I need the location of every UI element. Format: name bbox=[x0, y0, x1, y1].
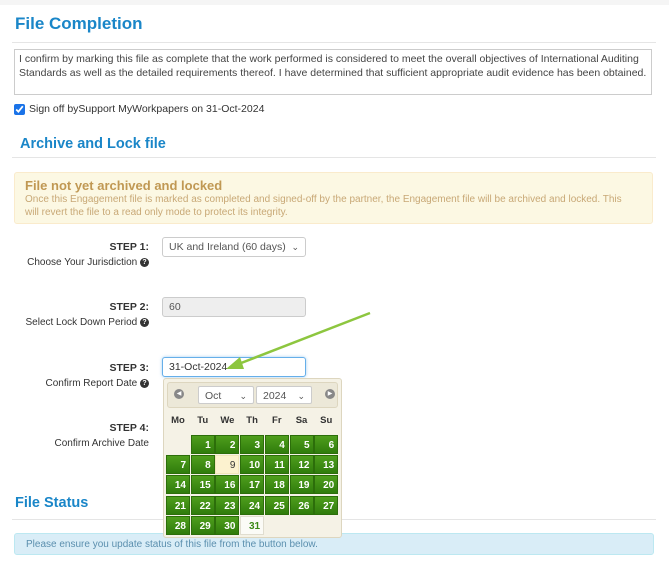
file-completion-title: File Completion bbox=[15, 14, 143, 33]
help-icon[interactable]: ? bbox=[140, 378, 149, 388]
year-select[interactable]: 2024 ⌄ bbox=[256, 386, 312, 404]
step-4-label: STEP 4: Confirm Archive Date bbox=[55, 422, 149, 449]
calendar-day[interactable]: 8 bbox=[190, 455, 215, 475]
calendar-day[interactable]: 18 bbox=[264, 475, 289, 495]
step-desc: Confirm Archive Date bbox=[54, 438, 149, 449]
step-1-label: STEP 1: Choose Your Jurisdiction ? bbox=[27, 241, 149, 268]
chevron-down-icon: ⌄ bbox=[239, 391, 247, 401]
datepicker-popup: ◀ Oct ⌄ 2024 ⌄ ▶ Mo Tu We Th Fr Sa Su 1 2 3 4 5 6 7 8 9 10… bbox=[163, 378, 342, 538]
datepicker-header: ◀ Oct ⌄ 2024 ⌄ ▶ bbox=[167, 382, 338, 408]
top-bar bbox=[0, 0, 669, 5]
weekday-su: Su bbox=[320, 415, 333, 426]
month-select[interactable]: Oct ⌄ bbox=[198, 386, 254, 404]
step-number: STEP 4: bbox=[109, 422, 150, 434]
calendar-day[interactable]: 10 bbox=[240, 455, 265, 475]
calendar-day[interactable]: 31 bbox=[240, 515, 265, 535]
calendar-day[interactable]: 3 bbox=[240, 435, 265, 454]
signoff-checkbox[interactable] bbox=[14, 103, 25, 115]
month-value: Oct bbox=[205, 390, 222, 402]
calendar-day[interactable]: 29 bbox=[190, 515, 215, 535]
file-status-title: File Status bbox=[15, 495, 89, 511]
calendar-day[interactable]: 19 bbox=[289, 475, 314, 495]
select-value: UK and Ireland (60 days) bbox=[169, 241, 286, 253]
calendar-day[interactable]: 7 bbox=[166, 455, 190, 475]
calendar-day[interactable]: 22 bbox=[190, 495, 215, 515]
calendar-day[interactable]: 25 bbox=[264, 495, 289, 515]
step-desc: Choose Your Jurisdiction bbox=[27, 257, 138, 268]
calendar-day[interactable]: 24 bbox=[240, 495, 265, 515]
chevron-down-icon: ⌄ bbox=[297, 391, 305, 401]
archive-title: Archive and Lock file bbox=[20, 136, 166, 152]
alert-text: Once this Engagement file is marked as c… bbox=[25, 194, 622, 218]
calendar-day[interactable]: 16 bbox=[215, 475, 240, 495]
divider bbox=[12, 42, 656, 43]
step-number: STEP 2: bbox=[109, 301, 150, 313]
weekday-sa: Sa bbox=[295, 415, 308, 426]
calendar-day[interactable]: 1 bbox=[190, 435, 215, 454]
signoff-checkbox-row[interactable]: Sign off bySupport MyWorkpapers on 31-Oc… bbox=[14, 103, 264, 115]
jurisdiction-select[interactable]: UK and Ireland (60 days) ⌄ bbox=[162, 237, 306, 257]
prev-month-icon[interactable]: ◀ bbox=[174, 389, 184, 399]
archive-warning-alert: File not yet archived and locked Once th… bbox=[14, 172, 653, 224]
weekday-fr: Fr bbox=[272, 415, 282, 426]
step-desc: Confirm Report Date bbox=[45, 378, 138, 389]
report-date-input[interactable]: 31-Oct-2024 bbox=[162, 357, 306, 377]
calendar-day[interactable]: 12 bbox=[289, 455, 314, 475]
alert-title: File not yet archived and locked bbox=[25, 178, 223, 193]
step-3-label: STEP 3: Confirm Report Date ? bbox=[46, 362, 149, 389]
calendar-day[interactable]: 30 bbox=[215, 515, 240, 535]
weekday-tu: Tu bbox=[197, 415, 209, 426]
calendar-day[interactable]: 23 bbox=[215, 495, 240, 515]
completion-statement-textarea[interactable]: I confirm by marking this file as comple… bbox=[14, 49, 652, 95]
calendar-day[interactable]: 17 bbox=[240, 475, 265, 495]
weekday-mo: Mo bbox=[171, 415, 185, 426]
next-month-icon[interactable]: ▶ bbox=[325, 389, 335, 399]
calendar-day[interactable]: 14 bbox=[166, 475, 190, 495]
calendar-day[interactable]: 26 bbox=[289, 495, 314, 515]
calendar-day[interactable]: 28 bbox=[166, 515, 190, 535]
year-value: 2024 bbox=[263, 390, 287, 402]
calendar-day[interactable]: 21 bbox=[166, 495, 190, 515]
calendar-day[interactable]: 9 bbox=[215, 455, 240, 475]
help-icon[interactable]: ? bbox=[140, 257, 149, 267]
weekday-we: We bbox=[220, 415, 235, 426]
lock-down-period-input: 60 bbox=[162, 297, 306, 317]
calendar-day[interactable]: 4 bbox=[264, 435, 289, 454]
arrow-line bbox=[235, 311, 371, 367]
signoff-label: Sign off bySupport MyWorkpapers on 31-Oc… bbox=[29, 103, 265, 115]
step-2-label: STEP 2: Select Lock Down Period ? bbox=[25, 301, 149, 328]
calendar-day[interactable]: 20 bbox=[314, 475, 339, 495]
arrow-head bbox=[226, 357, 244, 369]
divider bbox=[12, 157, 656, 158]
help-icon[interactable]: ? bbox=[140, 317, 149, 327]
calendar-day[interactable]: 15 bbox=[190, 475, 215, 495]
calendar-day[interactable]: 2 bbox=[215, 435, 240, 454]
calendar-day[interactable]: 27 bbox=[314, 495, 339, 515]
step-number: STEP 3: bbox=[109, 362, 150, 374]
weekday-th: Th bbox=[246, 415, 258, 426]
calendar-day[interactable]: 5 bbox=[289, 435, 314, 454]
step-number: STEP 1: bbox=[109, 241, 150, 253]
chevron-down-icon: ⌄ bbox=[291, 242, 299, 252]
calendar-day[interactable]: 6 bbox=[314, 435, 339, 454]
calendar-day[interactable]: 11 bbox=[264, 455, 289, 475]
calendar-day[interactable]: 13 bbox=[314, 455, 339, 475]
step-desc: Select Lock Down Period bbox=[25, 317, 138, 328]
